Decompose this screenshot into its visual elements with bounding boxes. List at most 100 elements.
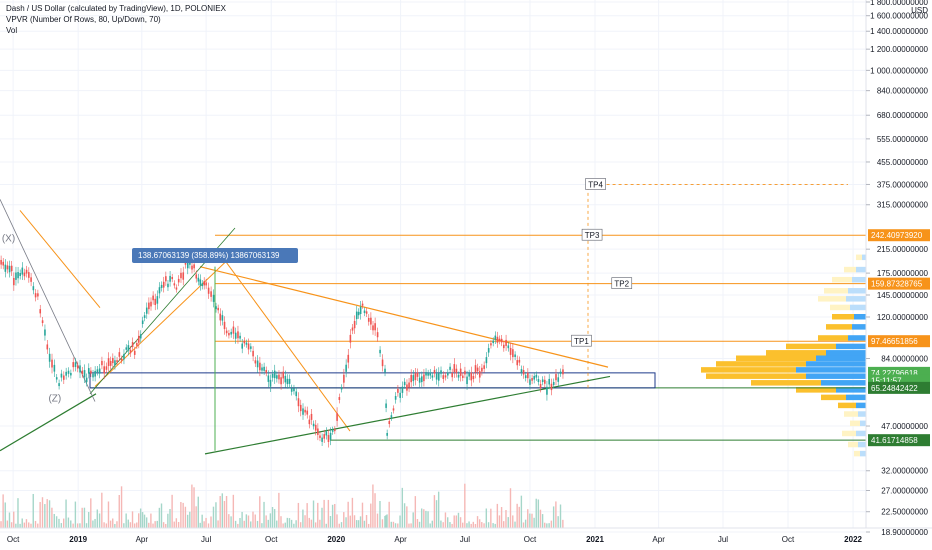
volume-bar	[81, 507, 83, 528]
volume-bar	[474, 523, 477, 528]
profile-up-row	[848, 335, 866, 341]
volume-bar	[145, 517, 148, 528]
candle-body	[483, 365, 485, 369]
candle-body	[219, 313, 222, 321]
wave-line[interactable]	[0, 199, 96, 402]
candle-body	[295, 391, 298, 397]
volume-bar	[455, 515, 458, 528]
profile-up-row	[858, 441, 866, 448]
x-tick-label: Jul	[201, 535, 211, 544]
volume-bar	[531, 513, 533, 528]
candle-body	[470, 372, 473, 381]
candle-body	[154, 298, 157, 306]
ascending-support-line[interactable]	[204, 375, 611, 455]
volume-bar	[425, 510, 427, 528]
vpvr-indicator-label[interactable]: VPVR (Number Of Rows, 80, Up/Down, 70)	[6, 15, 161, 24]
symbol-title[interactable]: Dash / US Dollar (calculated by TradingV…	[6, 4, 226, 13]
price-tag-label: 242.40973920	[871, 231, 923, 240]
candle-body	[388, 421, 391, 425]
candle-body	[498, 338, 501, 342]
trendline-drawings[interactable]	[0, 184, 866, 455]
ascending-trendline[interactable]	[94, 257, 231, 387]
time-axis[interactable]: Oct 2019 Apr Jul Oct 2020 Apr Jul Oct 2021 Apr Jul O…	[7, 535, 863, 544]
candle-body	[385, 403, 387, 408]
candle-body	[2, 261, 5, 266]
descending-trendline[interactable]	[224, 260, 351, 432]
candle-body	[133, 350, 136, 355]
candle-body	[550, 383, 553, 391]
volume-bar	[28, 522, 30, 528]
candle-body	[416, 372, 419, 377]
volume-bar	[447, 517, 449, 528]
candle-body	[109, 361, 112, 366]
volume-bar	[509, 488, 512, 528]
candle-body	[177, 278, 180, 283]
candle-body	[195, 274, 198, 279]
profile-down-row	[826, 324, 852, 330]
candle-body	[321, 437, 323, 442]
candle-body	[247, 343, 250, 350]
volume-bar	[343, 512, 345, 528]
volume-bar	[148, 522, 150, 528]
x-tick-label: Oct	[265, 535, 278, 544]
volume-bar	[127, 519, 129, 528]
profile-down-row	[824, 288, 848, 294]
x-tick-label: 2021	[586, 535, 604, 544]
candle-body	[464, 370, 466, 375]
profile-down-row	[706, 373, 806, 379]
profile-up-row	[852, 276, 866, 283]
range-box[interactable]	[89, 372, 656, 389]
candle-body	[490, 343, 492, 346]
candle-body	[429, 372, 432, 376]
candle-body	[51, 359, 53, 368]
candle-body	[230, 331, 232, 335]
volume-bar	[30, 523, 32, 528]
volume-bar	[327, 499, 330, 528]
target-label-box	[581, 228, 603, 241]
volume-bar	[4, 502, 6, 528]
profile-up-row	[852, 324, 866, 330]
volume-bar	[416, 519, 419, 528]
volume-bar	[494, 523, 496, 528]
candle-body	[13, 277, 15, 286]
y-tick-label: 680.00000000	[877, 111, 929, 120]
tp4-projection-line[interactable]	[587, 184, 848, 388]
volume-bar	[478, 519, 481, 528]
volume-bar	[193, 487, 195, 528]
volume-bar	[336, 514, 338, 528]
candle-body	[182, 272, 185, 280]
volume-bar	[401, 487, 404, 528]
target-label-tp4: TP4	[588, 180, 603, 189]
candle-body	[15, 272, 17, 280]
candle-body	[259, 362, 261, 371]
volume-bar	[487, 522, 490, 528]
volume-bar	[527, 509, 529, 528]
x-tick-label: Jul	[460, 535, 470, 544]
volume-indicator-label[interactable]: Vol	[6, 26, 18, 35]
target-label-box	[571, 334, 592, 347]
descending-trendline[interactable]	[19, 210, 101, 309]
profile-up-row	[856, 266, 866, 273]
volume-bar	[559, 504, 562, 528]
volume-bar	[394, 523, 397, 528]
candle-body	[32, 286, 35, 291]
volume-bar	[516, 503, 518, 528]
volume-bar	[302, 509, 304, 528]
ascending-support-line[interactable]	[0, 393, 97, 452]
y-tick-label: 555.00000000	[877, 135, 929, 144]
candle-body	[41, 320, 44, 324]
candle-body	[408, 382, 410, 388]
volume-bar	[256, 520, 259, 528]
volume-bar	[221, 493, 224, 528]
volume-bar	[399, 515, 401, 528]
volume-bar	[215, 502, 217, 528]
candle-body	[299, 404, 302, 412]
price-axis[interactable]: 1 800.00000000 1 600.00000000 1 400.000000…	[866, 0, 929, 537]
descending-trendline[interactable]	[199, 266, 609, 368]
candle-body	[116, 360, 118, 363]
wave-count-label: (X)	[2, 233, 15, 244]
candle-body	[455, 368, 458, 374]
candle-body	[232, 326, 235, 334]
candle-body	[507, 345, 510, 349]
